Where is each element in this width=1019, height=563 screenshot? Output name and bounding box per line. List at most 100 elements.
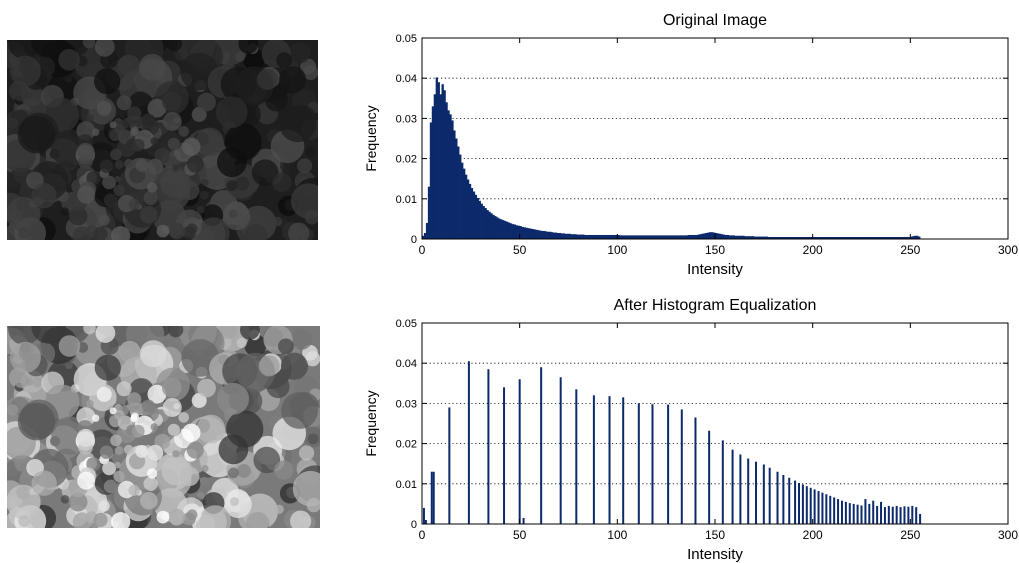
histogram-bar — [890, 236, 894, 239]
histogram-bar — [623, 235, 626, 239]
histogram-bar — [523, 227, 526, 239]
histogram-bar — [564, 233, 567, 239]
histogram-bar — [533, 229, 536, 239]
histogram-bar — [619, 235, 622, 239]
histogram-bar — [840, 500, 843, 524]
histogram-bar — [568, 233, 571, 239]
histogram-bar — [914, 235, 917, 239]
histogram-bar — [559, 377, 562, 524]
histogram-bar — [789, 236, 792, 239]
histogram-bar — [521, 226, 524, 239]
histogram-bar — [849, 236, 853, 239]
histogram-bar — [582, 234, 585, 239]
photo-texture — [7, 40, 318, 240]
histogram-bar — [868, 503, 871, 524]
histogram-bar — [793, 236, 796, 239]
histogram-bar — [443, 90, 446, 239]
x-tick-label: 150 — [705, 528, 725, 542]
x-tick-label: 100 — [607, 243, 627, 257]
histogram-bar — [867, 236, 870, 239]
histogram-bar — [709, 232, 712, 239]
histogram-bar — [697, 234, 700, 239]
histogram-bar — [773, 236, 776, 239]
histogram-bar — [822, 236, 825, 239]
histogram-bar — [782, 474, 785, 524]
histogram-bar — [730, 235, 733, 239]
histogram-bar — [895, 505, 898, 524]
histogram-bar — [429, 122, 433, 239]
histogram-bar — [518, 379, 521, 524]
chart-title: Original Image — [663, 12, 767, 29]
histogram-bar — [857, 236, 860, 239]
histogram-bar — [431, 106, 435, 239]
histogram-bar — [576, 234, 579, 239]
histogram-bar — [908, 236, 911, 239]
histogram-bar — [509, 223, 513, 239]
histogram-original: 0 50 100 150 200 250 300 0 0.01 0.02 0.03 0.04 0.05 O… — [363, 12, 1018, 278]
histogram-bar — [670, 235, 673, 239]
histogram-bar — [422, 507, 425, 524]
histogram-bar — [430, 471, 433, 524]
histogram-bar — [560, 233, 563, 239]
histogram-bar — [457, 146, 460, 239]
histogram-bar — [869, 236, 872, 239]
histogram-bar — [838, 236, 841, 239]
histogram-bar — [787, 236, 790, 239]
histogram-bar — [813, 489, 816, 524]
histogram-bar — [638, 235, 642, 239]
histogram-bar — [689, 234, 692, 239]
histogram-bar — [806, 236, 810, 239]
histogram-bar — [453, 130, 456, 239]
photo-texture — [7, 326, 320, 528]
histogram-bar — [715, 232, 718, 239]
histogram-bar — [861, 236, 864, 239]
histogram-bar — [886, 236, 890, 239]
histogram-bar — [852, 503, 855, 524]
histogram-bar — [599, 234, 603, 239]
histogram-bar — [721, 440, 724, 524]
x-tick-label: 150 — [705, 243, 725, 257]
histogram-bar — [732, 235, 735, 239]
histogram-bar — [739, 454, 742, 524]
histogram-bar — [679, 235, 683, 239]
histogram-bar — [502, 220, 505, 239]
histogram-bar — [826, 236, 829, 239]
histogram-bar — [841, 236, 845, 239]
histogram-bar — [747, 458, 750, 524]
x-axis-label: Intensity — [687, 546, 743, 563]
histogram-bar — [556, 232, 560, 239]
x-tick-label: 50 — [513, 528, 527, 542]
histogram-bar — [488, 211, 491, 239]
histogram-bar — [783, 236, 786, 239]
histogram-bar — [459, 154, 462, 239]
histogram-bar — [824, 236, 827, 239]
y-tick-label: 0.02 — [396, 439, 417, 451]
histogram-bar — [496, 217, 499, 239]
histogram-bar — [705, 232, 708, 239]
histogram-bar — [632, 235, 636, 239]
x-tick-label: 250 — [900, 528, 920, 542]
histogram-bar — [880, 501, 883, 524]
histogram-bar — [804, 236, 808, 239]
histogram-bar — [507, 222, 511, 239]
histogram-bar — [833, 497, 836, 524]
histogram-bar — [622, 397, 625, 524]
histogram-bar — [613, 234, 616, 239]
histogram-bar — [511, 224, 515, 239]
histogram-bar — [755, 461, 758, 524]
histogram-bar — [629, 235, 632, 239]
y-tick-label: 0.01 — [396, 194, 417, 206]
histogram-bar — [919, 513, 922, 524]
histogram-bar — [595, 234, 599, 239]
histogram-bar — [694, 417, 697, 524]
histogram-bar — [761, 236, 765, 239]
histogram-bar — [631, 235, 634, 239]
histogram-bar — [680, 409, 683, 524]
y-tick-label: 0.05 — [396, 33, 417, 45]
chart-title: After Histogram Equalization — [614, 297, 817, 314]
histogram-bar — [902, 236, 905, 239]
histogram-bar — [445, 102, 448, 239]
histogram-bar — [851, 236, 855, 239]
histogram-bar — [916, 235, 919, 239]
histogram-bar — [776, 471, 779, 524]
